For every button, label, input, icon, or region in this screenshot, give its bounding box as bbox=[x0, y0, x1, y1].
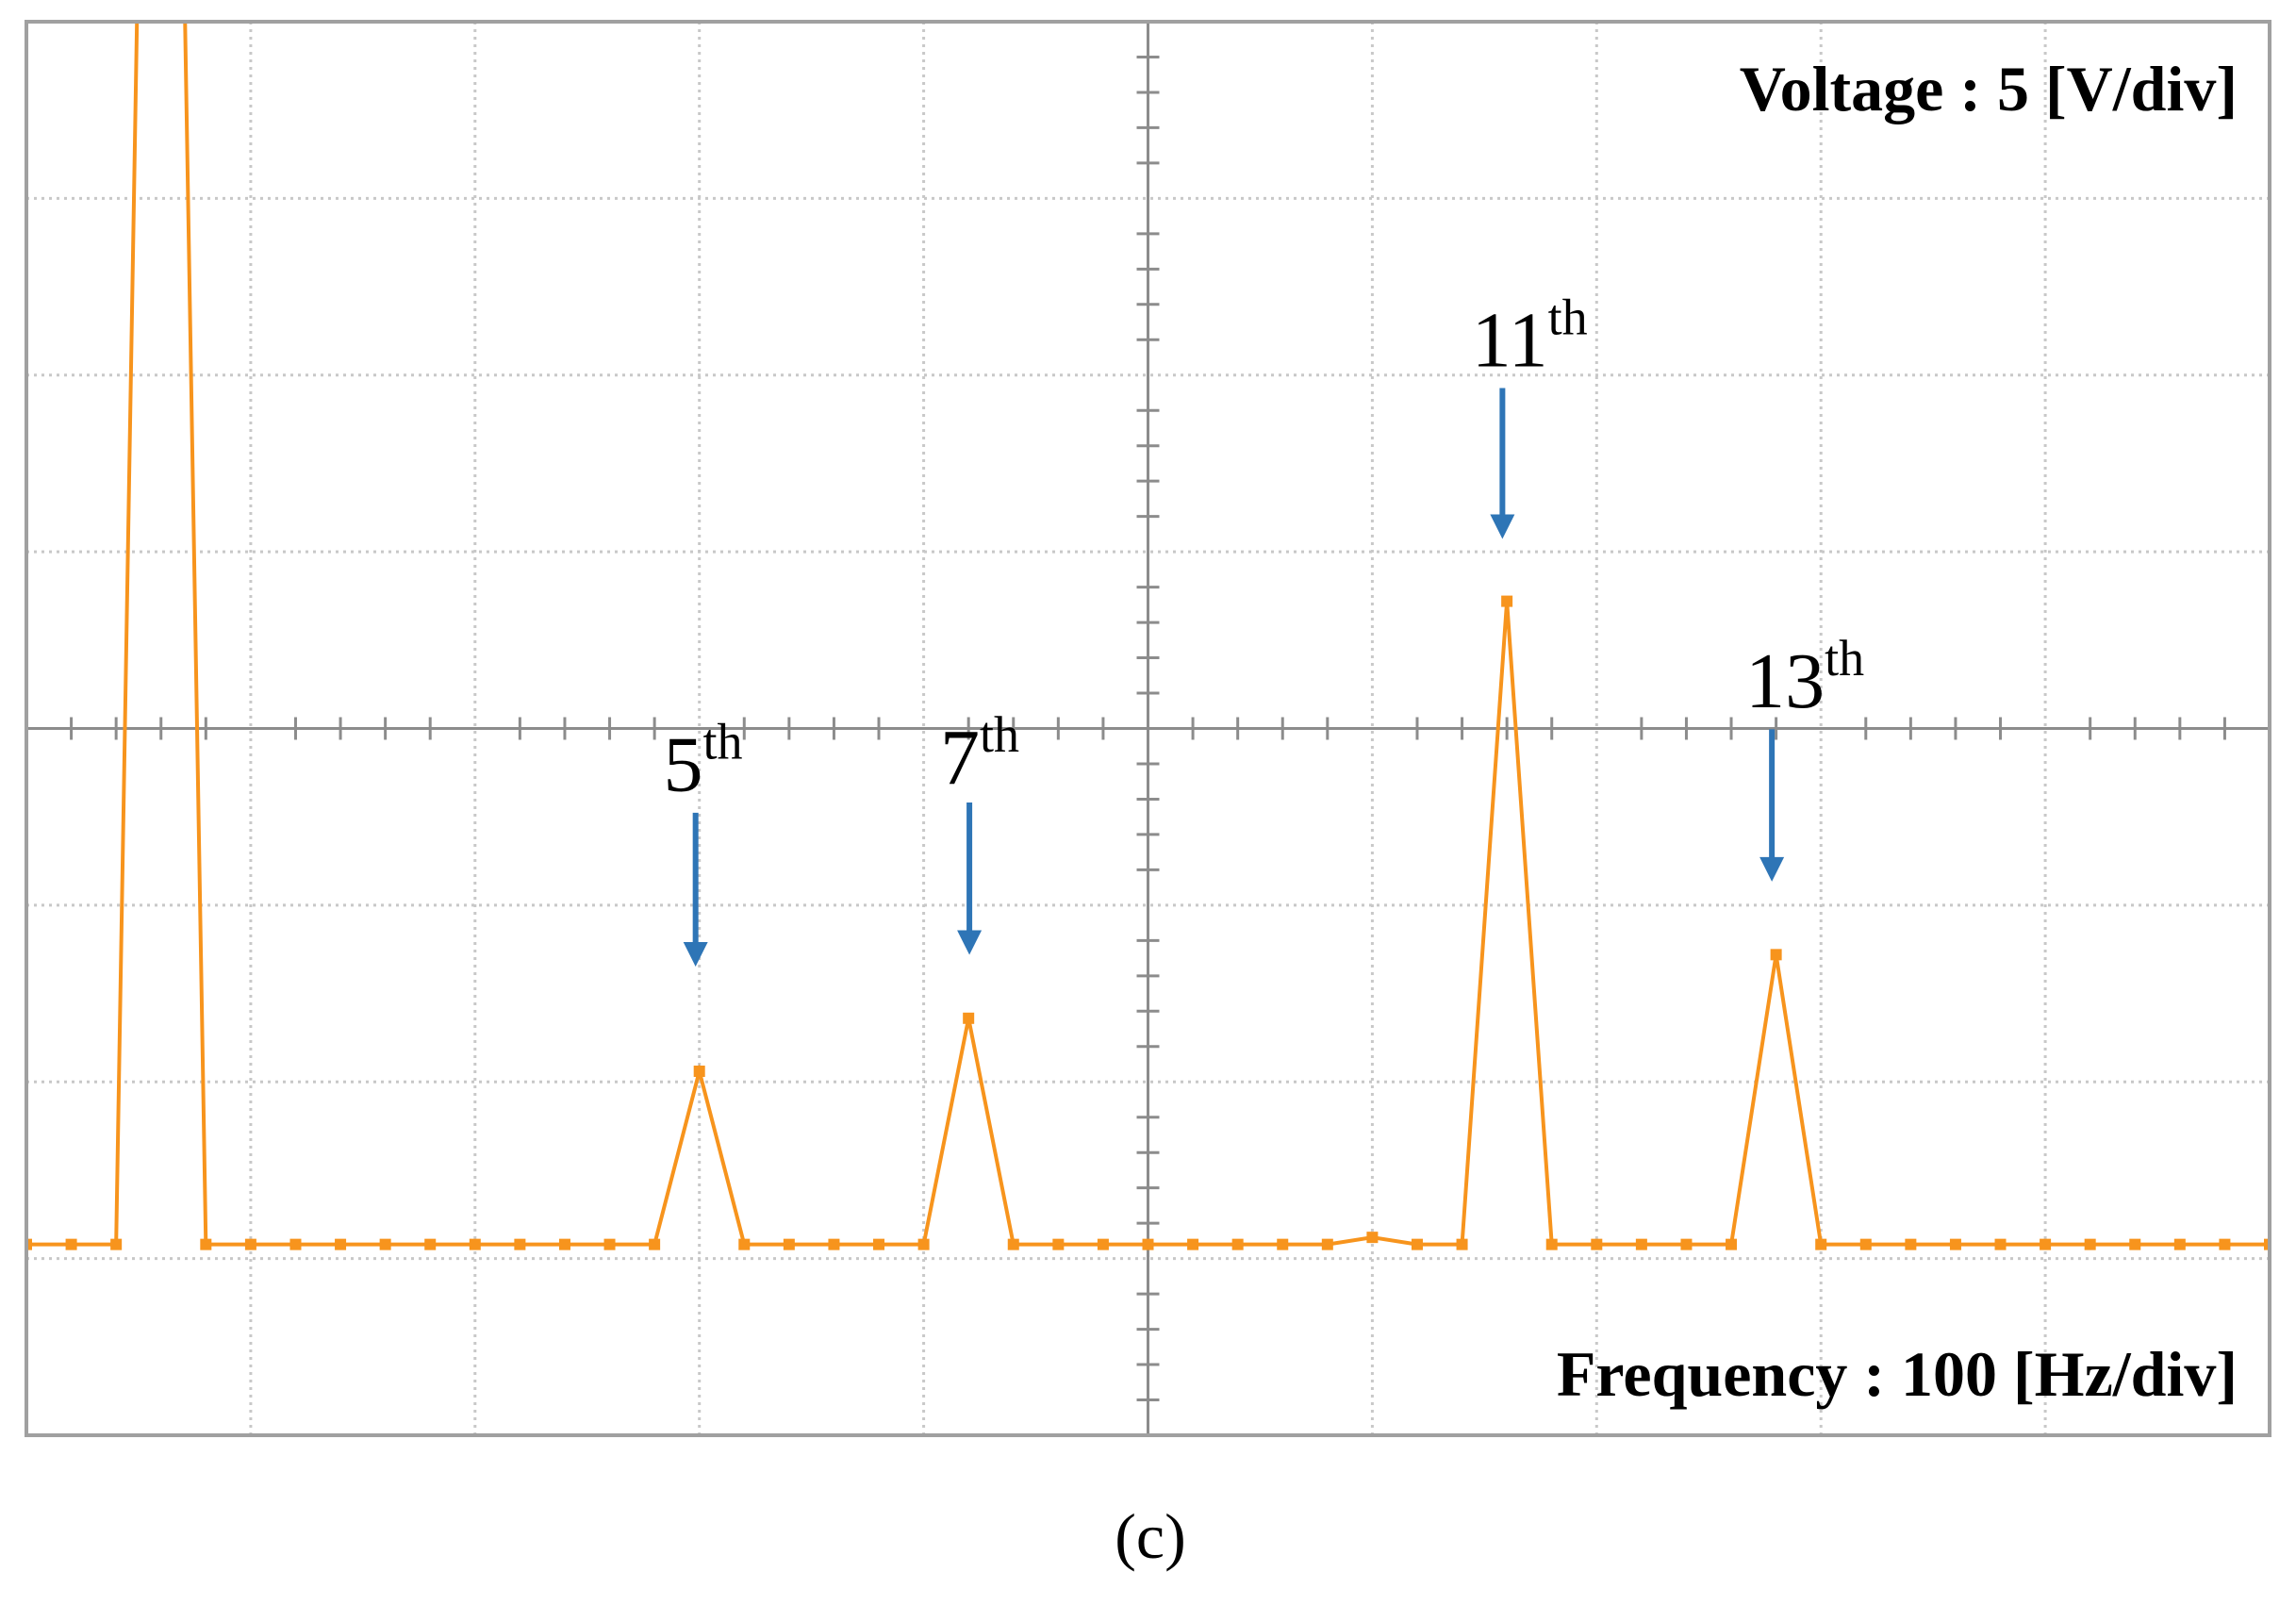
trace-point bbox=[289, 1238, 302, 1250]
trace-point bbox=[200, 1238, 212, 1250]
harmonic-arrow-head bbox=[1490, 514, 1515, 539]
harmonic-number: 11 bbox=[1472, 296, 1548, 384]
trace-point bbox=[828, 1238, 840, 1250]
harmonic-arrow-head bbox=[1759, 856, 1785, 882]
trace-point bbox=[110, 1238, 123, 1250]
trace-point bbox=[1726, 1238, 1738, 1250]
frequency-scale: Frequency : 100 [Hz/div] bbox=[1557, 1338, 2238, 1410]
trace-point bbox=[2040, 1238, 2052, 1250]
trace-point bbox=[2264, 1238, 2270, 1250]
trace-point bbox=[335, 1238, 347, 1250]
trace-point bbox=[1366, 1232, 1379, 1244]
trace-point bbox=[1187, 1238, 1199, 1250]
trace-point bbox=[1859, 1238, 1872, 1250]
trace-point bbox=[514, 1238, 526, 1250]
screen-frame bbox=[25, 20, 2271, 1437]
trace-point bbox=[1635, 1238, 1647, 1250]
harmonic-number: 13 bbox=[1745, 637, 1825, 725]
harmonic-suffix: th bbox=[1825, 630, 1864, 687]
trace-point bbox=[1411, 1238, 1423, 1250]
trace-point bbox=[424, 1238, 437, 1250]
trace-point bbox=[469, 1238, 481, 1250]
trace-point bbox=[2219, 1238, 2231, 1250]
trace-point bbox=[738, 1238, 751, 1250]
trace-point bbox=[1545, 1238, 1558, 1250]
trace-point bbox=[603, 1238, 616, 1250]
trace-point bbox=[963, 1012, 975, 1024]
harmonic-label: 5th bbox=[664, 714, 743, 809]
trace-point bbox=[1052, 1238, 1065, 1250]
voltage-scale: Voltage : 5 [V/div] bbox=[1740, 53, 2238, 124]
trace-point bbox=[1680, 1238, 1693, 1250]
trace-point bbox=[1770, 949, 1782, 961]
trace-point bbox=[558, 1238, 570, 1250]
trace-point bbox=[1456, 1238, 1468, 1250]
trace-point bbox=[1097, 1238, 1109, 1250]
harmonic-suffix: th bbox=[980, 706, 1019, 763]
trace-point bbox=[1815, 1238, 1827, 1250]
trace-point bbox=[1231, 1238, 1244, 1250]
trace-point bbox=[649, 1238, 661, 1250]
harmonic-label: 7th bbox=[940, 706, 1019, 802]
trace-point bbox=[1007, 1238, 1019, 1250]
harmonic-arrow-head bbox=[683, 941, 708, 967]
trace-point bbox=[2173, 1238, 2186, 1250]
trace-point bbox=[1277, 1238, 1289, 1250]
trace-point bbox=[783, 1238, 795, 1250]
trace-point bbox=[379, 1238, 391, 1250]
trace-point bbox=[917, 1238, 930, 1250]
trace-point bbox=[1591, 1238, 1603, 1250]
harmonic-arrow-head bbox=[957, 930, 983, 955]
trace-point bbox=[2084, 1238, 2096, 1250]
trace-point bbox=[1142, 1238, 1154, 1250]
harmonic-label: 13th bbox=[1745, 630, 1864, 725]
harmonic-suffix: th bbox=[703, 714, 743, 770]
harmonic-number: 7 bbox=[940, 714, 980, 802]
harmonic-label: 11th bbox=[1472, 289, 1588, 384]
trace-point bbox=[693, 1066, 705, 1078]
trace-point bbox=[65, 1238, 77, 1250]
trace-point bbox=[1321, 1238, 1333, 1250]
harmonic-suffix: th bbox=[1548, 289, 1588, 345]
caption: (c) bbox=[1115, 1500, 1185, 1572]
harmonic-number: 5 bbox=[664, 721, 703, 809]
trace-point bbox=[2129, 1238, 2141, 1250]
trace-point bbox=[873, 1238, 885, 1250]
trace-layer bbox=[26, 22, 2270, 1250]
trace-point bbox=[1905, 1238, 1917, 1250]
trace-point bbox=[26, 1238, 32, 1250]
trace-point bbox=[1501, 595, 1513, 607]
trace-point bbox=[1949, 1238, 1961, 1250]
trace-point bbox=[244, 1238, 256, 1250]
trace-point bbox=[1994, 1238, 2007, 1250]
